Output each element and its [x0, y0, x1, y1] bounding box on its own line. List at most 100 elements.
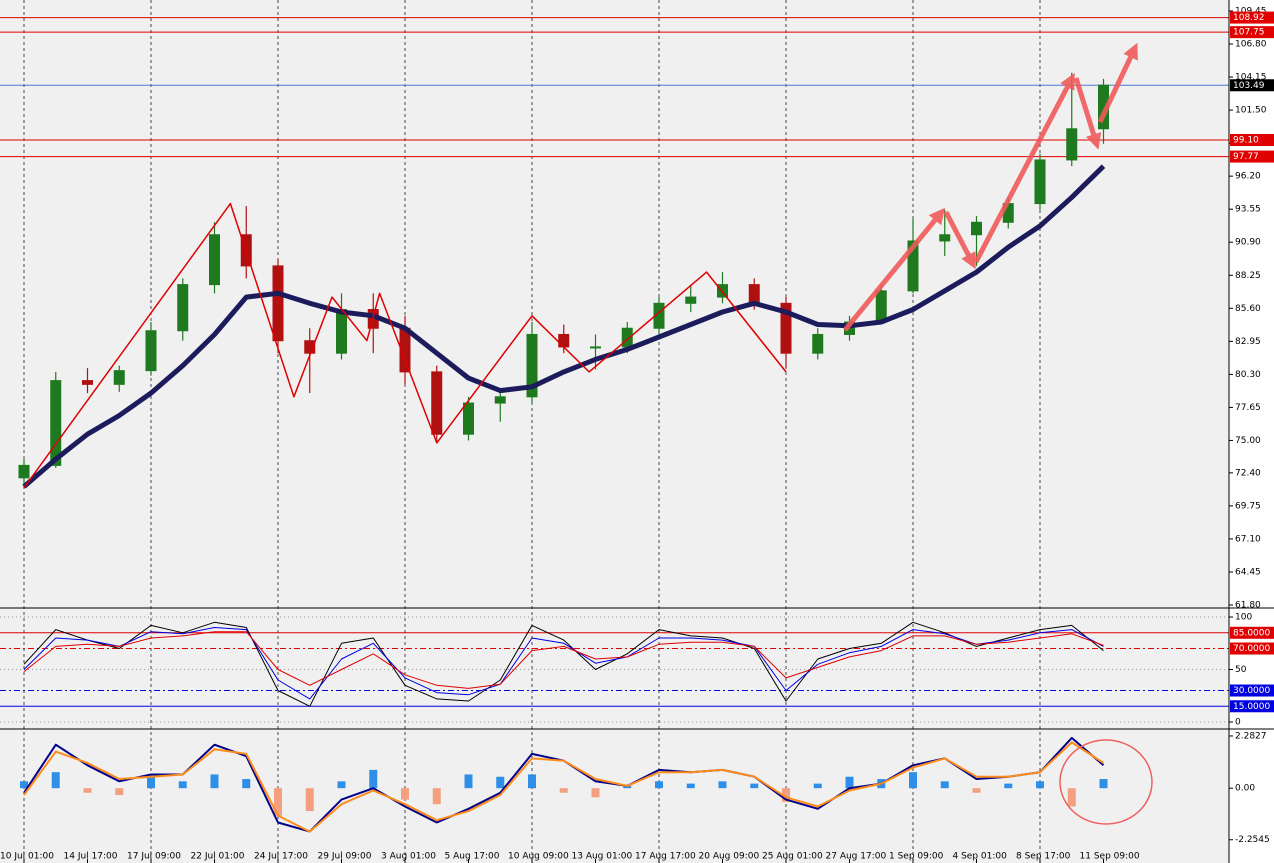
histogram-bar [51, 772, 60, 789]
x-tick-label: 13 Aug 01:00 [572, 852, 633, 862]
x-tick-label: 25 Aug 01:00 [762, 852, 823, 862]
y-tick-label: 101.50 [1235, 106, 1267, 116]
y-tick-label: 0 [1235, 718, 1241, 728]
candle-body [113, 370, 125, 385]
y-tick-label: 50 [1235, 665, 1247, 675]
signal-line [23, 741, 1105, 833]
histogram-bar [591, 788, 600, 798]
y-tick-label: 77.65 [1235, 403, 1261, 413]
candle-body [304, 340, 316, 354]
current-price-label: 103.49 [1233, 81, 1265, 91]
candle-body [209, 234, 220, 286]
x-tick-label: 27 Aug 17:00 [826, 852, 887, 862]
y-tick-label: 80.30 [1235, 370, 1261, 380]
candle-body [939, 234, 951, 242]
x-tick-label: 4 Sep 01:00 [953, 852, 1008, 862]
level-label: 70.0000 [1233, 644, 1270, 654]
oscillator-line [23, 621, 1104, 707]
y-tick-label: 82.95 [1235, 337, 1261, 347]
candle-body [780, 302, 792, 354]
level-label: 97.77 [1233, 152, 1259, 162]
histogram-bar [83, 788, 92, 793]
histogram-bar [210, 774, 219, 789]
y-tick-label: 93.55 [1235, 205, 1261, 215]
candle-body [685, 296, 697, 304]
candle-body [748, 284, 760, 304]
histogram-bar [782, 788, 790, 802]
arrow [1073, 77, 1102, 150]
histogram-bar [972, 788, 981, 793]
x-tick-label: 10 Jul 01:00 [0, 852, 54, 862]
histogram-bar [655, 781, 663, 789]
histogram-bar [432, 788, 441, 805]
candle-body [558, 333, 570, 348]
histogram-bar [623, 785, 632, 789]
candle-body [653, 302, 665, 329]
histogram-bar [909, 772, 917, 789]
candle-body [590, 346, 601, 349]
candle-body [145, 330, 157, 372]
x-tick-label: 11 Sep 09:00 [1080, 852, 1140, 862]
y-tick-label: 106.80 [1235, 40, 1267, 50]
x-tick-label: 5 Aug 17:00 [445, 852, 500, 862]
histogram-bar [464, 774, 473, 789]
y-tick-label: 104.15 [1235, 73, 1267, 83]
y-tick-label: -2.2545 [1235, 835, 1270, 845]
plot-background [0, 0, 1229, 863]
y-tick-label: 96.20 [1235, 172, 1261, 182]
histogram-bar [528, 774, 536, 789]
y-tick-label: 72.40 [1235, 468, 1261, 478]
y-tick-label: 61.80 [1235, 601, 1261, 611]
candle-body [621, 327, 633, 348]
candle-body [526, 333, 538, 398]
candle-body [50, 380, 62, 466]
histogram-bar [147, 776, 155, 789]
candle-body [82, 380, 93, 385]
histogram-bar [559, 788, 568, 793]
histogram-bar [813, 783, 822, 789]
x-tick-label: 10 Aug 09:00 [508, 852, 569, 862]
x-tick-label: 1 Sep 09:00 [889, 852, 944, 862]
x-tick-label: 3 Aug 01:00 [381, 852, 436, 862]
candle-body [431, 371, 443, 435]
histogram-bar [274, 788, 282, 816]
candle-body [971, 221, 982, 236]
x-tick-label: 29 Jul 09:00 [318, 852, 372, 862]
x-tick-label: 24 Jul 17:00 [254, 852, 308, 862]
level-box [1230, 684, 1274, 697]
candle-body [336, 309, 347, 354]
y-tick-label: 0.00 [1235, 784, 1255, 794]
level-label: 99.10 [1233, 136, 1259, 146]
arrow [1097, 42, 1138, 124]
zigzag [23, 202, 787, 489]
histogram-bar [496, 776, 505, 789]
candle-body [717, 284, 728, 298]
x-tick-label: 8 Sep 17:00 [1016, 852, 1071, 862]
level-box [1230, 26, 1274, 39]
candle-body [812, 333, 824, 354]
histogram-bar [20, 781, 28, 789]
x-tick-label: 20 Aug 09:00 [699, 852, 760, 862]
histogram-bar [1067, 788, 1076, 807]
candle-body [875, 290, 887, 323]
x-tick-label: 17 Aug 17:00 [635, 852, 696, 862]
y-tick-label: 2.2827 [1235, 731, 1267, 741]
histogram-bar [1004, 783, 1013, 789]
candle-body [463, 402, 474, 435]
level-box [1230, 700, 1274, 713]
oscillator-line [23, 627, 1104, 700]
y-tick-label: 64.45 [1235, 567, 1261, 577]
histogram-bar [242, 779, 251, 789]
arrow [973, 72, 1075, 264]
annotations [843, 42, 1138, 332]
candle-body [18, 464, 30, 479]
oscillator-line [23, 631, 1104, 689]
level-label: 107.75 [1233, 28, 1265, 38]
candle-body [1034, 159, 1046, 205]
candle-body [494, 396, 506, 404]
current-price-box [1230, 79, 1274, 92]
histogram-bar [1036, 781, 1044, 789]
candle-body [907, 240, 919, 292]
x-tick-label: 17 Jul 09:00 [127, 852, 181, 862]
